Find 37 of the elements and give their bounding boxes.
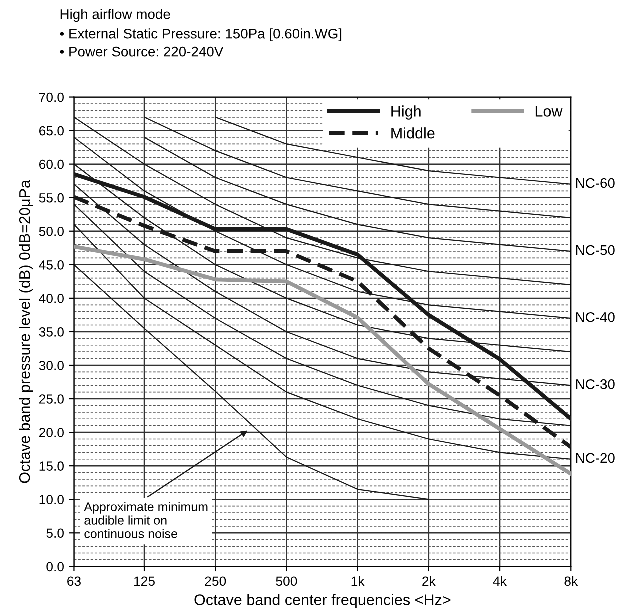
y-tick-label: 65.0 (39, 126, 64, 136)
legend-label: High (392, 106, 421, 120)
y-tick-label: 45.0 (39, 260, 64, 270)
annotation: Approximate minimum audible limit on continuous noise (84, 502, 208, 538)
series-label: NC-60 (576, 178, 615, 188)
y-axis-title: Octave band pressure level (dB) 0dB=20μPa (19, 180, 34, 484)
y-tick-label: 15.0 (40, 462, 64, 471)
line-series (74, 264, 430, 500)
y-tick-label: 55.0 (39, 193, 64, 203)
chart-title: High airflow mode (60, 9, 170, 22)
y-tick-label: 40.0 (39, 294, 64, 304)
y-tick-label: 20.0 (39, 428, 64, 438)
series-label: NC-30 (576, 380, 615, 390)
x-tick-label: 125 (134, 576, 155, 586)
y-tick-label: 0.0 (46, 562, 64, 572)
legend-label: Middle (392, 128, 435, 139)
x-tick-label: 8k (564, 576, 578, 586)
legend-label: Low (536, 106, 563, 117)
y-tick-label: 30.0 (39, 361, 64, 370)
y-tick-label: 70.0 (40, 92, 64, 102)
y-tick-label: 50.0 (39, 226, 64, 236)
x-axis-title: Octave band center frequencies <Hz> (194, 594, 451, 608)
x-tick-label: 250 (205, 576, 226, 586)
series-label: NC-20 (576, 453, 615, 464)
y-tick-label: 35.0 (39, 328, 64, 337)
y-tick-label: 10.0 (40, 495, 64, 505)
x-tick-label: 2k (422, 576, 436, 586)
series-label: NC-50 (576, 245, 615, 256)
x-tick-label: 63 (68, 576, 81, 586)
chart-subtitle: • External Static Pressure: 150Pa [0.60in.WG] • Power Source: 220-240V (60, 28, 342, 57)
y-tick-label: 25.0 (39, 394, 64, 404)
series-label: NC-40 (576, 312, 615, 322)
x-tick-label: 4k (493, 576, 508, 586)
x-tick-label: 500 (276, 576, 298, 586)
y-tick-label: 60.0 (39, 160, 64, 170)
x-tick-label: 1k (352, 576, 365, 586)
y-tick-label: 5.0 (46, 528, 64, 538)
